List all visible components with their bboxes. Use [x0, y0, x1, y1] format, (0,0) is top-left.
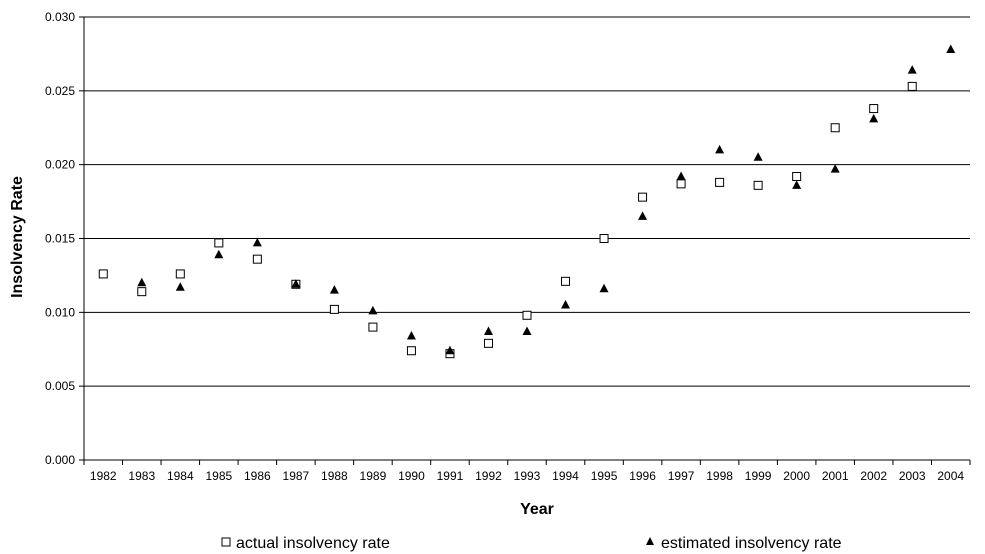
estimated-point	[715, 144, 725, 154]
x-tick-label: 1986	[244, 469, 271, 483]
x-tick-label: 1982	[90, 469, 117, 483]
estimated-point	[561, 299, 571, 309]
legend-marker-open-square	[221, 537, 231, 547]
actual-point	[175, 269, 185, 279]
estimated-point	[252, 237, 262, 247]
x-tick-label: 1998	[706, 469, 733, 483]
estimated-point	[329, 285, 339, 294]
x-tick-label: 2004	[937, 469, 964, 483]
x-tick-label: 1990	[398, 469, 425, 483]
actual-point	[676, 179, 686, 189]
y-axis-title: Insolvency Rate	[9, 176, 26, 298]
x-tick-label: 2000	[783, 469, 810, 483]
estimated-point	[214, 249, 224, 259]
x-tick-label: 1987	[283, 469, 310, 483]
estimated-point	[676, 171, 686, 180]
legend-item-estimated: estimated insolvency rate	[646, 535, 842, 552]
y-tick-label: 0.030	[45, 10, 75, 24]
legend-label-actual: actual insolvency rate	[236, 535, 390, 552]
estimated-point	[638, 211, 648, 220]
estimated-point	[137, 277, 147, 287]
estimated-point	[869, 113, 879, 123]
x-tick-label: 1992	[475, 469, 502, 483]
x-tick-label: 1994	[552, 469, 579, 483]
actual-point	[137, 287, 147, 297]
x-tick-label: 1999	[745, 469, 772, 483]
y-tick-label: 0.025	[45, 84, 75, 98]
estimated-point	[445, 345, 455, 355]
x-tick-label: 2001	[822, 469, 849, 483]
estimated-point	[175, 282, 185, 291]
actual-point	[561, 276, 571, 286]
estimated-point	[830, 164, 840, 173]
actual-point	[753, 180, 763, 190]
estimated-point	[522, 326, 532, 336]
x-tick-label: 2003	[899, 469, 926, 483]
estimated-point	[406, 330, 416, 340]
actual-point	[830, 123, 840, 133]
x-tick-label: 1993	[514, 469, 541, 483]
x-tick-label: 1989	[360, 469, 387, 483]
actual-point	[406, 346, 416, 356]
estimated-point	[753, 152, 763, 161]
estimated-point	[599, 283, 609, 293]
y-tick-label: 0.010	[45, 305, 75, 319]
actual-point	[599, 234, 609, 243]
estimated-point	[907, 65, 917, 74]
actual-point	[638, 192, 648, 202]
y-tick-label: 0.015	[45, 232, 75, 246]
actual-point	[907, 81, 917, 91]
gridlines	[84, 16, 970, 387]
actual-point	[483, 338, 493, 348]
actual-point	[869, 104, 879, 114]
x-axis-title: Year	[520, 501, 554, 518]
estimated-point	[368, 305, 378, 315]
actual-point	[329, 304, 339, 314]
actual-point	[252, 254, 262, 264]
x-tick-label: 1995	[591, 469, 618, 483]
legend-item-actual: actual insolvency rate	[221, 535, 390, 552]
y-tick-labels: 0.000 0.005 0.010 0.015 0.020 0.025 0.030	[45, 10, 75, 467]
legend-label-estimated: estimated insolvency rate	[661, 535, 842, 552]
y-tick-label: 0.000	[45, 453, 75, 467]
legend: actual insolvency rate estimated insolve…	[221, 535, 842, 552]
y-tick-label: 0.020	[45, 158, 75, 172]
x-tick-label: 1988	[321, 469, 348, 483]
x-tick-label: 2002	[860, 469, 887, 483]
estimated-point	[291, 279, 301, 288]
estimated-point	[792, 180, 802, 189]
x-tick-label: 1984	[167, 469, 194, 483]
actual-point	[715, 177, 725, 187]
x-tick-labels: 1982 1983 1984 1985 1986 1987 1988 1989 1990 1991…	[90, 469, 964, 483]
actual-point	[522, 310, 532, 320]
estimated-point	[483, 326, 493, 336]
x-tick-label: 1991	[437, 469, 464, 483]
estimated-point	[946, 44, 956, 53]
axes	[79, 16, 971, 465]
x-tick-label: 1985	[205, 469, 232, 483]
actual-point	[368, 322, 378, 332]
actual-point	[792, 171, 802, 181]
actual-point	[214, 238, 224, 248]
x-tick-label: 1997	[668, 469, 695, 483]
x-tick-label: 1996	[629, 469, 656, 483]
actual-point	[98, 269, 108, 279]
y-tick-label: 0.005	[45, 379, 75, 393]
data-points	[98, 44, 956, 359]
legend-marker-filled-triangle	[646, 537, 654, 545]
x-tick-label: 1983	[128, 469, 155, 483]
